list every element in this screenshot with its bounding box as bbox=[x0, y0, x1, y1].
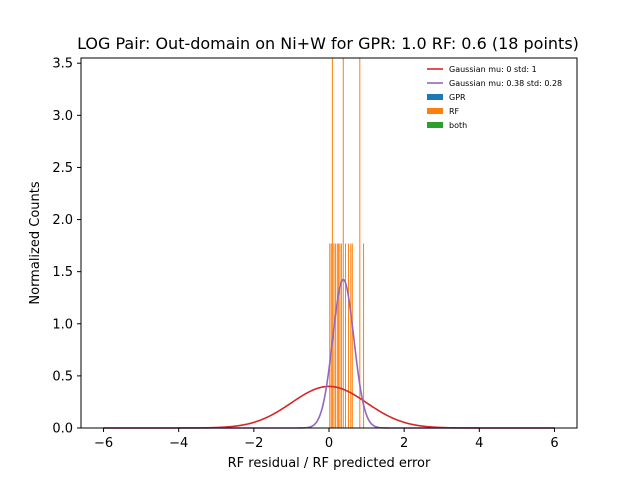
legend-label: GPR bbox=[449, 93, 466, 102]
rf-bar-14 bbox=[359, 58, 361, 428]
rf-bar-9 bbox=[342, 58, 344, 428]
plot-frame bbox=[80, 57, 578, 429]
legend-label: Gaussian mu: 0 std: 1 bbox=[449, 65, 537, 74]
plot-area bbox=[103, 58, 555, 429]
x-tick-label: −2 bbox=[244, 436, 263, 451]
rf-bar-12 bbox=[350, 243, 352, 428]
rf-bar-5 bbox=[336, 243, 338, 428]
y-tick-label: 0.5 bbox=[52, 369, 73, 384]
rf-bar-2 bbox=[331, 58, 333, 428]
gaussian-curve-0 bbox=[103, 385, 555, 429]
y-tick-label: 1.5 bbox=[52, 265, 73, 280]
x-tick-label: −4 bbox=[169, 436, 188, 451]
legend-label: RF bbox=[449, 107, 460, 116]
x-tick-label: 6 bbox=[550, 436, 558, 451]
rf-bar-13 bbox=[351, 243, 353, 428]
x-axis-label: RF residual / RF predicted error bbox=[228, 456, 431, 471]
rf-bar-15 bbox=[363, 243, 365, 428]
chart-title: LOG Pair: Out-domain on Ni+W for GPR: 1.… bbox=[77, 34, 579, 53]
y-tick-label: 2.0 bbox=[52, 213, 73, 228]
rf-bar-7 bbox=[339, 243, 341, 428]
legend-label: both bbox=[449, 121, 467, 130]
y-tick-label: 2.5 bbox=[52, 161, 73, 176]
axis-ticks: −6 −4 −2 0 2 4 6 0.0 0.5 1.0 1.5 2.0 2.5 3.0 3.5 bbox=[52, 57, 558, 451]
rf-bar-10 bbox=[345, 243, 347, 428]
y-axis-label: Normalized Counts bbox=[28, 181, 43, 304]
y-tick-label: 0.0 bbox=[52, 422, 73, 437]
legend-swatch-patch bbox=[427, 108, 443, 114]
gaussian-curve-1 bbox=[103, 278, 555, 429]
x-tick-label: 2 bbox=[400, 436, 408, 451]
rf-bar-6 bbox=[337, 243, 339, 428]
rf-bar-11 bbox=[348, 243, 350, 428]
y-tick-label: 3.5 bbox=[52, 57, 73, 72]
legend: Gaussian mu: 0 std: 1 Gaussian mu: 0.38 s… bbox=[427, 65, 562, 130]
rf-bar-8 bbox=[340, 243, 342, 428]
x-tick-label: −6 bbox=[94, 436, 113, 451]
y-tick-label: 1.0 bbox=[52, 317, 73, 332]
x-tick-label: 0 bbox=[325, 436, 333, 451]
y-tick-label: 3.0 bbox=[52, 109, 73, 124]
legend-swatch-patch bbox=[427, 122, 443, 128]
x-tick-label: 4 bbox=[475, 436, 483, 451]
rf-bar-3 bbox=[333, 243, 335, 428]
legend-label: Gaussian mu: 0.38 std: 0.28 bbox=[449, 79, 562, 88]
rf-bar-1 bbox=[330, 243, 332, 428]
rf-bar-4 bbox=[334, 243, 336, 428]
rf-bar-0 bbox=[329, 243, 331, 428]
legend-swatch-patch bbox=[427, 94, 443, 100]
